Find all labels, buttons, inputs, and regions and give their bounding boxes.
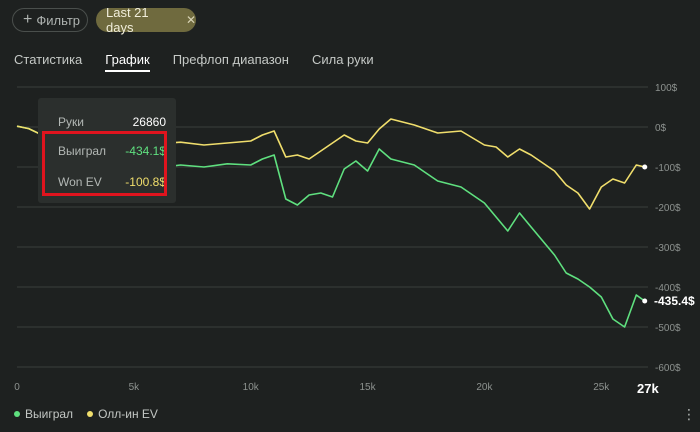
- series-end-point: [642, 164, 648, 170]
- tab-hand-strength[interactable]: Сила руки: [311, 52, 374, 67]
- close-icon[interactable]: ✕: [185, 13, 196, 27]
- x-tick-label: 15k: [359, 382, 376, 393]
- x-tick-label: 5k: [129, 382, 141, 393]
- x-max-label: 27k: [637, 381, 659, 396]
- tab-statistics[interactable]: Статистика: [14, 52, 83, 67]
- y-tick-label: -600$: [655, 363, 681, 374]
- x-tick-label: 20k: [476, 382, 493, 393]
- tooltip-hands-label: Руки: [58, 115, 84, 129]
- tab-preflop-range[interactable]: Префлоп диапазон: [172, 52, 289, 67]
- period-filter-label: Last 21 days: [106, 5, 149, 35]
- legend-label-allin-ev: Олл-ин EV: [98, 407, 158, 421]
- tooltip-won-ev-value: -100.8$: [125, 175, 166, 189]
- settings-icon[interactable]: ⋮: [682, 406, 696, 422]
- chart-legend: Выиграл Олл-ин EV: [14, 407, 172, 421]
- plus-icon: +: [23, 11, 33, 28]
- x-tick-label: 0: [14, 382, 20, 393]
- tab-graph[interactable]: График: [105, 52, 150, 72]
- y-tick-label: -400$: [655, 283, 681, 294]
- tooltip-won-row: Выиграл -434.1$: [58, 144, 166, 158]
- y-tick-label: -300$: [655, 243, 681, 254]
- tooltip-hands-value: 26860: [132, 115, 166, 129]
- tooltip-won-value: -434.1$: [125, 144, 166, 158]
- end-value-label: -435.4$: [654, 294, 695, 308]
- y-tick-label: 0$: [655, 123, 667, 134]
- highlight-annotation-box: [42, 131, 167, 196]
- chart-tooltip: Руки 26860 Выиграл -434.1$ Won EV -100.8…: [38, 98, 176, 203]
- y-tick-label: 100$: [655, 83, 678, 94]
- series-end-point: [642, 298, 648, 304]
- tab-bar: Статистика График Префлоп диапазон Сила …: [14, 52, 397, 72]
- legend-dot-allin-ev-icon: [87, 411, 94, 417]
- y-tick-label: -100$: [655, 163, 681, 174]
- legend-label-won: Выиграл: [25, 407, 74, 421]
- tooltip-won-label: Выиграл: [58, 144, 107, 158]
- add-filter-label: Фильтр: [36, 12, 81, 28]
- tooltip-hands-row: Руки 26860: [58, 115, 166, 129]
- legend-item-won[interactable]: Выиграл: [14, 407, 73, 421]
- tooltip-won-ev-label: Won EV: [58, 175, 102, 189]
- legend-item-allin-ev[interactable]: Олл-ин EV: [87, 407, 158, 421]
- x-tick-label: 10k: [243, 382, 260, 393]
- legend-dot-won-icon: [14, 411, 20, 417]
- add-filter-chip[interactable]: + Фильтр: [12, 8, 88, 32]
- y-tick-label: -500$: [655, 323, 681, 334]
- period-filter-chip[interactable]: Last 21 days ✕: [96, 5, 196, 35]
- tooltip-won-ev-row: Won EV -100.8$: [58, 175, 166, 189]
- y-tick-label: -200$: [655, 203, 681, 214]
- x-tick-label: 25k: [593, 382, 610, 393]
